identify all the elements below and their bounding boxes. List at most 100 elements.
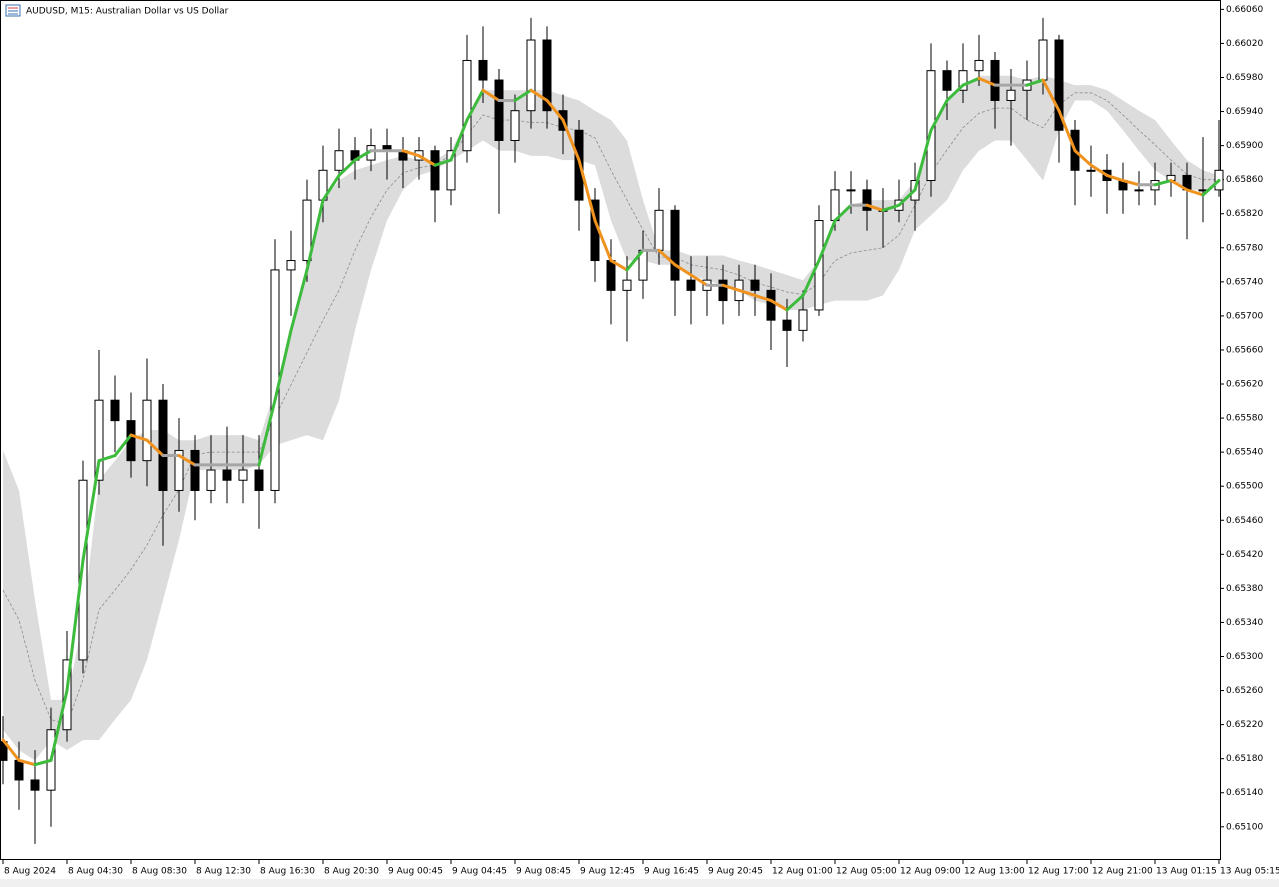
- ma-segment: [577, 158, 597, 223]
- x-tick-label: 9 Aug 08:45: [516, 867, 571, 877]
- candle-body: [942, 70, 952, 91]
- y-tick-label: 0.65780: [1226, 243, 1263, 253]
- ma-segment: [1041, 78, 1061, 113]
- ma-segment: [881, 203, 901, 212]
- candle-body: [238, 469, 248, 481]
- ma-segment: [49, 689, 69, 762]
- candle-body: [222, 469, 232, 481]
- y-tick-label: 0.65300: [1226, 652, 1263, 662]
- y-tick-label: 0.65900: [1226, 141, 1263, 151]
- ma-segment: [81, 459, 101, 562]
- ma-segment: [657, 248, 677, 267]
- y-tick-label: 0.66060: [1226, 5, 1263, 15]
- x-tick-label: 12 Aug 05:00: [836, 867, 897, 877]
- y-tick-label: 0.65660: [1226, 345, 1263, 355]
- ma-segment: [961, 76, 981, 87]
- ma-segment: [273, 328, 293, 402]
- x-tick-label: 13 Aug 05:15: [1220, 867, 1279, 877]
- candle-body: [1006, 89, 1016, 101]
- candle-body: [254, 469, 264, 491]
- ma-segment: [1025, 78, 1045, 87]
- candle-body: [654, 209, 664, 251]
- ma-segment: [1057, 109, 1077, 153]
- candle-body: [526, 39, 536, 112]
- band-mid-line: [2, 92, 1219, 726]
- ma-segment: [865, 203, 885, 212]
- ma-segment: [1073, 149, 1093, 167]
- candle-body: [686, 279, 696, 291]
- y-tick-label: 0.66020: [1226, 39, 1263, 49]
- ma-segment: [833, 203, 853, 223]
- y-tick-label: 0.65940: [1226, 107, 1263, 117]
- x-tick-label: 13 Aug 01:15: [1156, 867, 1217, 877]
- candle-body: [1086, 169, 1096, 172]
- candle-body: [510, 110, 520, 141]
- candle-body: [14, 759, 24, 781]
- ma-segment: [305, 198, 325, 272]
- y-tick-label: 0.65100: [1226, 822, 1263, 832]
- ma-segment: [33, 758, 53, 767]
- x-tick-label: 9 Aug 04:45: [452, 867, 507, 877]
- ma-segment: [609, 259, 629, 272]
- candle-body: [846, 189, 856, 192]
- candle-body: [334, 150, 344, 171]
- candle-body: [270, 269, 280, 491]
- y-tick-label: 0.65700: [1226, 311, 1263, 321]
- x-tick-label: 9 Aug 20:45: [708, 867, 763, 877]
- x-tick-label: 8 Aug 08:30: [132, 867, 187, 877]
- ma-segment: [97, 454, 117, 463]
- candle-body: [542, 39, 552, 112]
- y-tick-label: 0.65740: [1226, 277, 1263, 287]
- scroll-strip: [0, 879, 1279, 887]
- y-tick-label: 0.65980: [1226, 73, 1263, 83]
- y-tick-label: 0.65340: [1226, 618, 1263, 628]
- ma-segment: [337, 158, 357, 177]
- x-tick-label: 9 Aug 16:45: [644, 867, 699, 877]
- ma-segment: [1, 738, 21, 762]
- ma-segment: [673, 263, 693, 277]
- ma-segment: [1153, 179, 1173, 187]
- candle-body: [1054, 39, 1064, 131]
- x-tick-label: 9 Aug 12:45: [580, 867, 635, 877]
- ma-segment: [321, 173, 341, 202]
- ma-segment: [129, 433, 149, 442]
- ma-segment: [465, 88, 485, 122]
- candle-body: [670, 209, 680, 281]
- candle-body: [1038, 39, 1048, 81]
- x-tick-label: 12 Aug 01:00: [772, 867, 833, 877]
- y-tick-label: 0.65180: [1226, 754, 1263, 764]
- candle-body: [286, 260, 296, 271]
- y-tick-label: 0.65620: [1226, 380, 1263, 390]
- y-tick-label: 0.65820: [1226, 209, 1263, 219]
- ma-segment: [977, 76, 997, 87]
- ma-segment: [801, 259, 821, 297]
- ma-segment: [913, 128, 933, 192]
- y-tick-label: 0.65500: [1226, 482, 1263, 492]
- candle-body: [814, 220, 824, 311]
- candle-body: [782, 319, 792, 331]
- ma-segment: [1121, 179, 1141, 187]
- x-tick-label: 8 Aug 2024: [4, 867, 56, 877]
- ma-segment: [257, 398, 277, 467]
- ma-segment: [353, 149, 373, 162]
- ma-segment: [417, 154, 437, 167]
- x-tick-label: 12 Aug 21:00: [1092, 867, 1153, 877]
- x-tick-label: 8 Aug 20:30: [324, 867, 379, 877]
- ma-segment: [145, 438, 165, 458]
- ma-segment: [1169, 179, 1189, 192]
- candle-body: [766, 289, 776, 321]
- candle-body: [958, 70, 968, 91]
- candle-body: [94, 399, 104, 481]
- y-tick-label: 0.65140: [1226, 788, 1263, 798]
- ma-segment: [1089, 163, 1109, 177]
- ma-segment: [17, 758, 37, 767]
- symbol-icon: [5, 4, 21, 17]
- ma-segment: [1201, 179, 1221, 197]
- y-tick-label: 0.65460: [1226, 516, 1263, 526]
- candle-body: [206, 469, 216, 491]
- candle-body: [462, 59, 472, 152]
- ma-segment: [593, 219, 613, 263]
- ma-segment: [625, 248, 645, 272]
- candle-body: [622, 279, 632, 291]
